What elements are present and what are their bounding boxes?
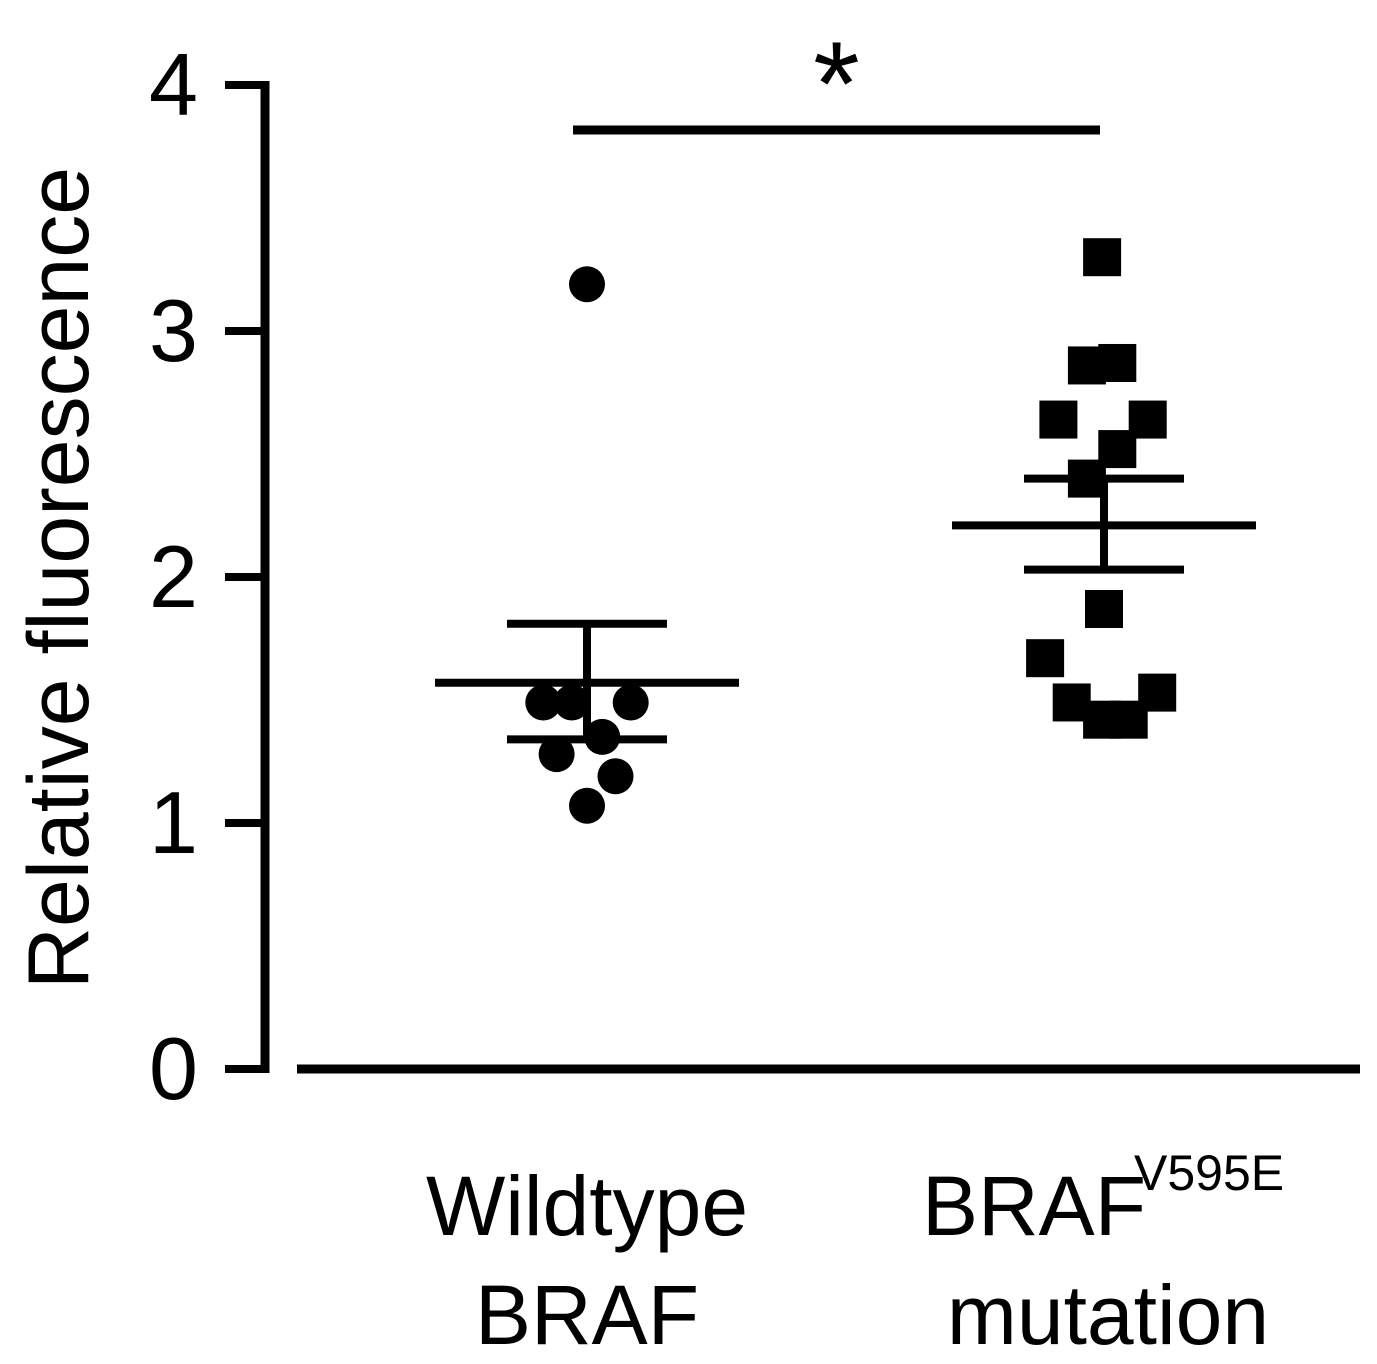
- y-tick-label: 0: [149, 1019, 198, 1118]
- data-point-circle: [612, 684, 649, 721]
- data-point-square: [1026, 639, 1065, 678]
- category-label-line1: Wildtype: [426, 1159, 748, 1253]
- data-point-circle: [538, 736, 575, 773]
- data-point-square: [1098, 343, 1137, 382]
- y-tick-label: 4: [149, 35, 198, 134]
- data-point-circle: [569, 787, 605, 824]
- significance-asterisk: *: [813, 17, 860, 151]
- data-point-circle: [597, 758, 634, 795]
- data-point-square: [1109, 700, 1148, 739]
- category-label-line1: BRAF: [922, 1159, 1146, 1253]
- y-tick-label: 3: [149, 281, 198, 380]
- y-tick-label: 2: [149, 527, 198, 626]
- category-label-line2: mutation: [947, 1268, 1269, 1362]
- data-point-square: [1085, 589, 1123, 628]
- error-bars: [435, 474, 1256, 744]
- category-label-line2: BRAF: [475, 1268, 699, 1362]
- category-label-superscript: V595E: [1134, 1145, 1284, 1201]
- data-point-circle: [569, 266, 605, 303]
- y-tick-label: 1: [149, 773, 198, 872]
- data-point-circle: [525, 684, 562, 721]
- data-point-square: [1039, 400, 1078, 439]
- y-axis: 0 1 2 3 4: [149, 35, 270, 1118]
- y-axis-title: Relative fluorescence: [11, 167, 107, 989]
- data-point-square: [1083, 238, 1122, 277]
- data-point-circle: [553, 684, 590, 721]
- significance-annotation: *: [573, 17, 1100, 151]
